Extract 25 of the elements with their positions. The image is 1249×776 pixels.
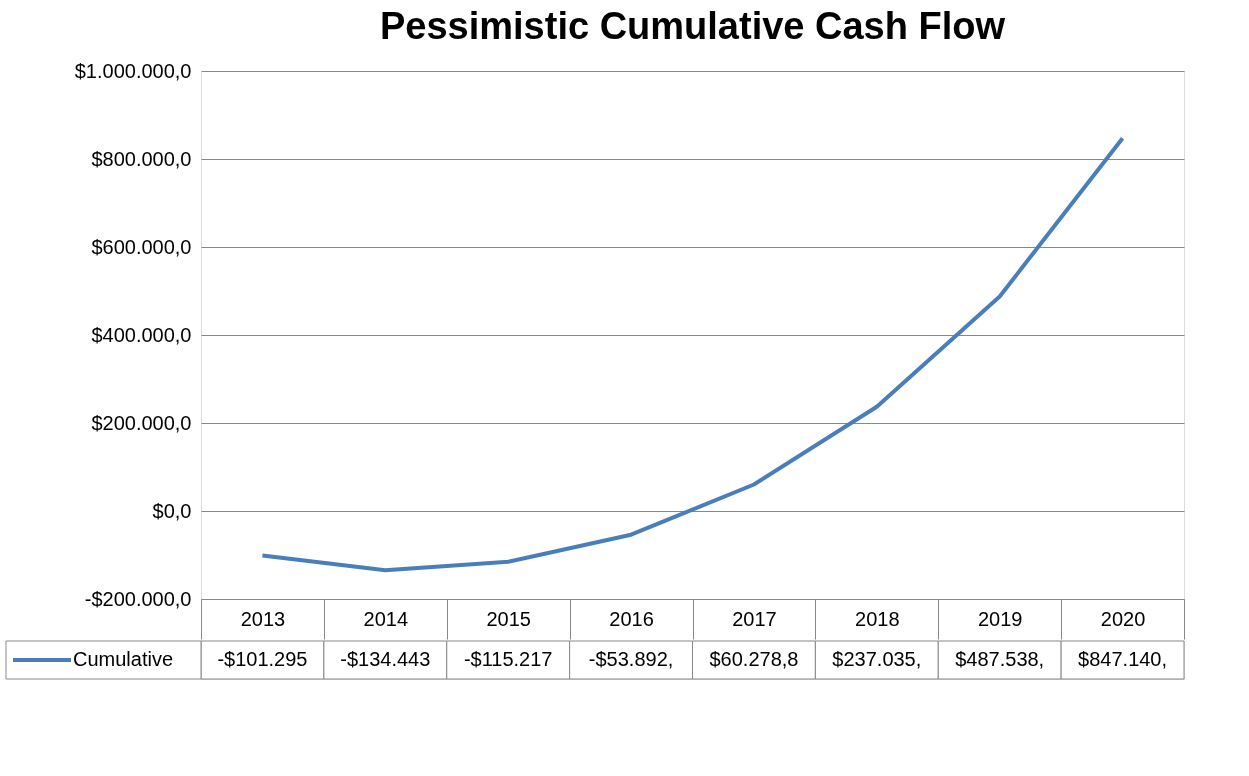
y-tick-label: $200.000,0 — [91, 411, 192, 434]
x-tick-label: 2018 — [855, 607, 900, 630]
x-tick-label: 2019 — [977, 607, 1023, 630]
data-label: -$115.217 — [463, 648, 553, 670]
data-label: $847.140, — [1078, 648, 1168, 670]
x-tick-label: 2015 — [486, 607, 531, 630]
data-label: $487.538, — [955, 648, 1045, 670]
data-label: -$134.443 — [340, 648, 431, 670]
y-tick-label: $600.000,0 — [91, 235, 192, 258]
data-label: $60.278,8 — [709, 648, 799, 670]
data-label: $237.035, — [832, 648, 922, 670]
x-tick-label: 2017 — [732, 607, 777, 630]
legend-label: Cumulative — [73, 648, 174, 670]
data-label: -$53.892, — [588, 648, 674, 670]
chart-title: Pessimistic Cumulative Cash Flow — [379, 5, 1006, 47]
y-tick-label: $800.000,0 — [91, 147, 192, 170]
y-tick-label: -$200.000,0 — [84, 587, 192, 610]
x-tick-label: 2014 — [363, 607, 409, 630]
y-tick-label: $0,0 — [152, 499, 192, 522]
x-tick-label: 2020 — [1100, 607, 1146, 630]
y-tick-label: $1.000.000,0 — [74, 59, 192, 82]
x-tick-label: 2013 — [240, 607, 286, 630]
data-label: -$101.295 — [217, 648, 308, 670]
x-tick-label: 2016 — [609, 607, 654, 630]
y-tick-label: $400.000,0 — [91, 323, 192, 346]
